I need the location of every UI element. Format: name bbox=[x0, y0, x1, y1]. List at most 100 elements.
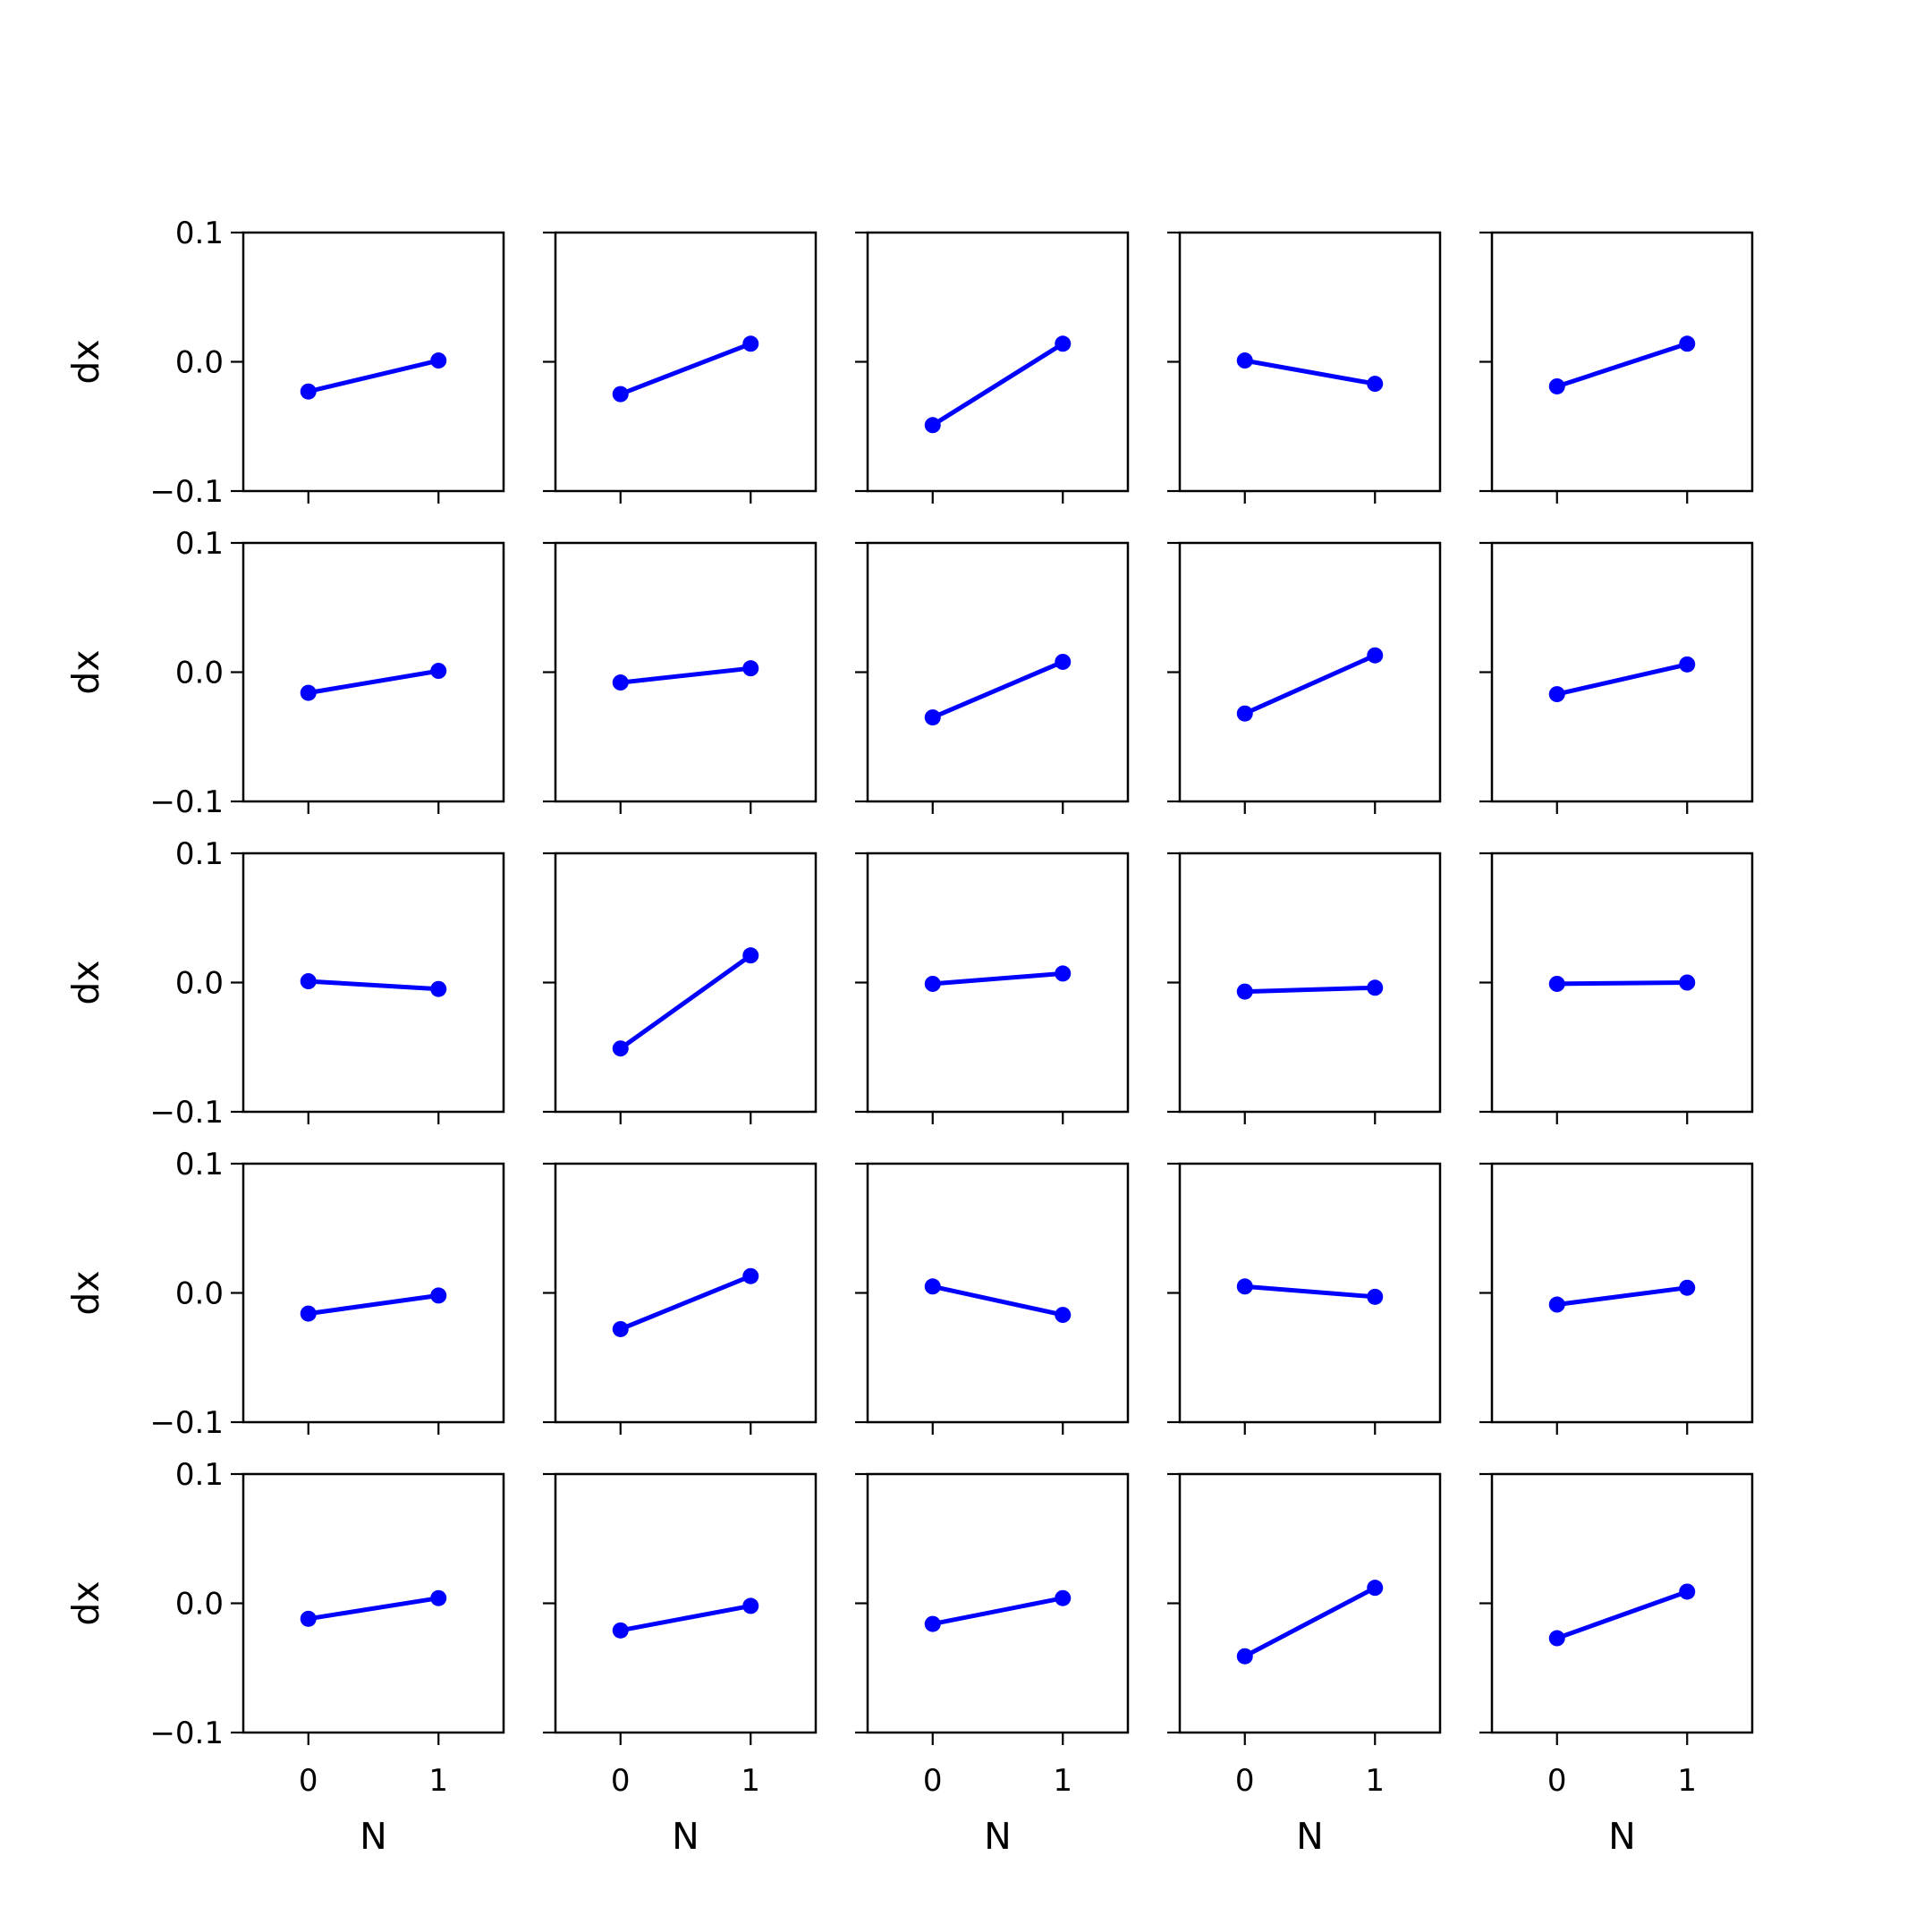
data-point-n0 bbox=[1236, 352, 1253, 369]
y-axis-label: dx bbox=[64, 339, 107, 384]
y-tick-label: 0.0 bbox=[175, 1276, 224, 1312]
y-axis-label: dx bbox=[64, 960, 107, 1004]
series-line bbox=[308, 668, 439, 696]
data-point-n0 bbox=[1548, 377, 1565, 394]
data-point-n0 bbox=[924, 709, 941, 726]
x-tick-label: 1 bbox=[1053, 1763, 1072, 1799]
y-tick-label: 0.1 bbox=[175, 1457, 224, 1493]
subplot-r4-c0: 0.1 0.0 −0.1 0 1 dx N bbox=[64, 1457, 505, 1858]
subplot-r0-c3 bbox=[1167, 231, 1442, 504]
y-tick-label: 0.1 bbox=[175, 526, 224, 562]
y-tick-label: −0.1 bbox=[149, 1716, 224, 1751]
subplot-r2-c2 bbox=[855, 852, 1130, 1124]
data-point-n1 bbox=[1367, 1580, 1384, 1597]
subplot-r0-c4 bbox=[1479, 231, 1754, 504]
series-line bbox=[1243, 653, 1377, 716]
data-point-n1 bbox=[1055, 653, 1072, 670]
series-line bbox=[1244, 1284, 1376, 1300]
series-line bbox=[1555, 1589, 1689, 1640]
series-line bbox=[932, 1284, 1063, 1318]
data-point-n1 bbox=[742, 335, 759, 352]
x-tick-label: 0 bbox=[923, 1763, 943, 1799]
data-point-n0 bbox=[1236, 983, 1253, 1000]
data-point-n1 bbox=[1055, 965, 1072, 982]
data-point-n1 bbox=[1055, 1589, 1072, 1606]
subplot-r1-c0: 0.1 0.0 −0.1 dx bbox=[64, 526, 505, 820]
y-tick-label: −0.1 bbox=[149, 474, 224, 510]
y-tick-label: 0.1 bbox=[175, 836, 224, 872]
y-tick-label: 0.0 bbox=[175, 656, 224, 691]
y-tick-label: −0.1 bbox=[149, 1095, 224, 1131]
subplot-r1-c4 bbox=[1479, 541, 1754, 814]
data-point-n1 bbox=[742, 660, 759, 677]
series-line bbox=[1556, 662, 1688, 697]
subplot-r2-c1 bbox=[543, 852, 818, 1124]
x-axis-label: N bbox=[1608, 1815, 1636, 1858]
subplot-r4-c3: 0 1 N bbox=[1167, 1472, 1442, 1858]
subplot-r2-c4 bbox=[1479, 852, 1754, 1124]
y-axis-label: dx bbox=[64, 649, 107, 694]
data-point-n0 bbox=[612, 674, 629, 691]
data-point-n1 bbox=[430, 663, 447, 680]
series-line bbox=[1556, 341, 1689, 389]
data-point-n0 bbox=[300, 973, 317, 990]
data-point-n1 bbox=[1367, 979, 1384, 996]
data-point-n0 bbox=[924, 975, 941, 992]
data-point-n1 bbox=[430, 1589, 447, 1606]
data-point-n1 bbox=[1679, 1583, 1696, 1600]
y-tick-label: 0.0 bbox=[175, 345, 224, 381]
data-point-n0 bbox=[1236, 1278, 1253, 1295]
series-line bbox=[620, 1603, 751, 1633]
x-axis-label: N bbox=[984, 1815, 1012, 1858]
x-tick-label: 0 bbox=[299, 1763, 318, 1799]
x-tick-label: 1 bbox=[1365, 1763, 1385, 1799]
data-point-n0 bbox=[1548, 686, 1565, 703]
series-line bbox=[308, 1596, 439, 1622]
x-axis-label: N bbox=[360, 1815, 387, 1858]
y-tick-label: 0.0 bbox=[175, 1587, 224, 1623]
data-point-n0 bbox=[924, 417, 941, 434]
series-line bbox=[932, 970, 1063, 987]
data-point-n0 bbox=[1548, 1296, 1565, 1313]
data-point-n0 bbox=[300, 1610, 317, 1627]
x-tick-label: 1 bbox=[741, 1763, 760, 1799]
data-point-n0 bbox=[612, 1040, 629, 1057]
x-tick-label: 0 bbox=[1547, 1763, 1567, 1799]
y-tick-label: 0.1 bbox=[175, 216, 224, 251]
subplot-r2-c0: 0.1 0.0 −0.1 dx bbox=[64, 836, 505, 1131]
data-point-n0 bbox=[1236, 1648, 1253, 1665]
subplot-r0-c0: 0.1 0.0 −0.1 dx bbox=[64, 216, 505, 510]
x-tick-label: 1 bbox=[428, 1763, 448, 1799]
subplot-r3-c2 bbox=[855, 1162, 1130, 1435]
subplot-grid: 0.10.0−0.1dx0.10.0−0.1dx0.10.0−0.1dx0.10… bbox=[64, 216, 1754, 1858]
subplot-r4-c1: 0 1 N bbox=[543, 1472, 818, 1858]
data-point-n1 bbox=[1679, 1279, 1696, 1296]
y-tick-label: 0.1 bbox=[175, 1147, 224, 1182]
series-line bbox=[308, 1292, 439, 1317]
y-tick-label: −0.1 bbox=[149, 784, 224, 820]
data-point-n0 bbox=[924, 1278, 941, 1295]
series-line bbox=[931, 342, 1064, 428]
data-point-n1 bbox=[430, 980, 447, 997]
data-point-n1 bbox=[1679, 656, 1696, 673]
subplot-r1-c3 bbox=[1167, 541, 1442, 814]
data-point-n1 bbox=[430, 352, 447, 369]
series-line bbox=[620, 665, 751, 685]
series-line bbox=[1556, 1285, 1688, 1307]
subplot-r3-c1 bbox=[543, 1162, 818, 1435]
subplot-r4-c4: 0 1 N bbox=[1479, 1472, 1754, 1858]
data-point-n1 bbox=[742, 1597, 759, 1614]
data-point-n1 bbox=[1055, 1307, 1072, 1324]
data-point-n1 bbox=[742, 947, 759, 964]
data-point-n0 bbox=[300, 1305, 317, 1322]
data-point-n1 bbox=[1679, 335, 1696, 352]
x-tick-label: 0 bbox=[1235, 1763, 1255, 1799]
series-line bbox=[1556, 980, 1688, 987]
subplot-r1-c1 bbox=[543, 541, 818, 814]
data-point-n0 bbox=[612, 1622, 629, 1639]
series-line bbox=[619, 953, 752, 1051]
series-line bbox=[1244, 358, 1376, 386]
subplot-r3-c0: 0.1 0.0 −0.1 dx bbox=[64, 1147, 505, 1441]
